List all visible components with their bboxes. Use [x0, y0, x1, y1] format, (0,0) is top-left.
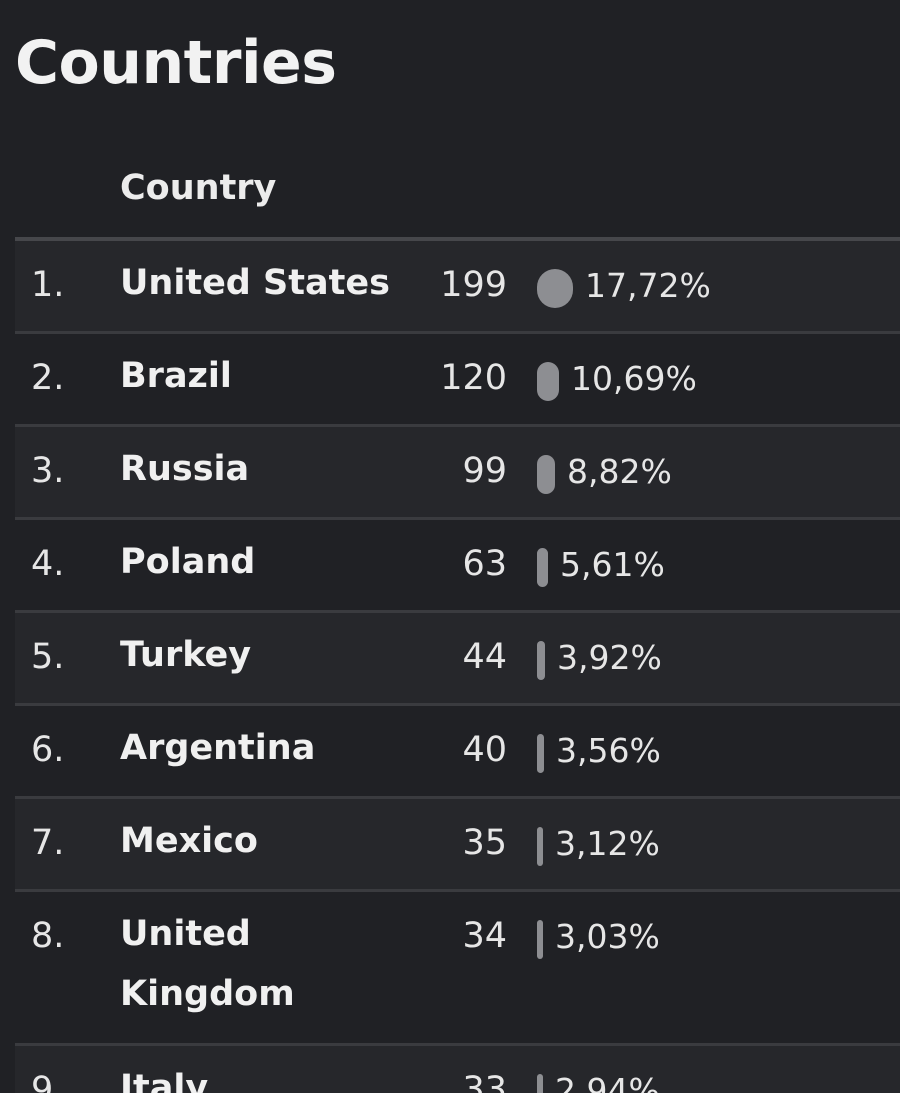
share-bar: [537, 362, 559, 401]
row-percent: 3,92%: [557, 638, 662, 677]
row-country: Russia: [120, 449, 250, 489]
row-percent: 8,82%: [567, 452, 672, 491]
table-row[interactable]: 1. United States 199 17,72%: [15, 241, 900, 334]
table-row[interactable]: 2. Brazil 120 10,69%: [15, 334, 900, 427]
table-row[interactable]: 7. Mexico 35 3,12%: [15, 799, 900, 892]
share-bar: [537, 734, 544, 773]
table-row[interactable]: 6. Argentina 40 3,56%: [15, 706, 900, 799]
row-percent: 17,72%: [585, 266, 711, 305]
row-country: United Kingdom: [120, 914, 295, 1014]
row-percent: 3,12%: [555, 824, 660, 863]
row-rank: 5.: [31, 637, 65, 677]
row-rank: 7.: [31, 823, 65, 863]
row-country: Turkey: [120, 635, 252, 675]
share-bar: [537, 641, 545, 680]
row-rank: 4.: [31, 544, 65, 584]
row-percent: 2,94%: [555, 1071, 660, 1093]
row-rank: 3.: [31, 451, 65, 491]
row-count: 35: [462, 823, 507, 863]
row-country: Mexico: [120, 821, 258, 861]
column-header-country[interactable]: Country: [120, 168, 277, 208]
row-percent: 3,56%: [556, 731, 661, 770]
table-row[interactable]: 4. Poland 63 5,61%: [15, 520, 900, 613]
share-bar: [537, 548, 548, 587]
table-row[interactable]: 8. United Kingdom 34 3,03%: [15, 892, 900, 1046]
row-count: 40: [462, 730, 507, 770]
row-percent: 10,69%: [571, 359, 697, 398]
row-count: 33: [462, 1070, 507, 1093]
row-percent: 5,61%: [560, 545, 665, 584]
share-bar: [537, 269, 573, 308]
row-rank: 1.: [31, 265, 65, 305]
page-title: Countries: [15, 28, 337, 98]
row-rank: 8.: [31, 916, 65, 956]
share-bar: [537, 1074, 543, 1093]
row-count: 99: [462, 451, 507, 491]
row-rank: 6.: [31, 730, 65, 770]
row-count: 120: [440, 358, 507, 398]
row-count: 44: [462, 637, 507, 677]
table-row[interactable]: 5. Turkey 44 3,92%: [15, 613, 900, 706]
header-divider: [15, 237, 900, 241]
row-count: 63: [462, 544, 507, 584]
share-bar: [537, 920, 543, 959]
row-country: Brazil: [120, 356, 232, 396]
countries-table: 1. United States 199 17,72% 2. Brazil 12…: [15, 241, 900, 1093]
share-bar: [537, 455, 555, 494]
row-country: Argentina: [120, 728, 316, 768]
row-rank: 9.: [31, 1070, 65, 1093]
table-row[interactable]: 9. Italy 33 2,94%: [15, 1046, 900, 1093]
row-count: 34: [462, 916, 507, 956]
row-country: Italy: [120, 1068, 209, 1093]
share-bar: [537, 827, 543, 866]
row-count: 199: [440, 265, 507, 305]
row-rank: 2.: [31, 358, 65, 398]
row-percent: 3,03%: [555, 917, 660, 956]
row-country: United States: [120, 263, 390, 303]
table-row[interactable]: 3. Russia 99 8,82%: [15, 427, 900, 520]
row-country: Poland: [120, 542, 256, 582]
